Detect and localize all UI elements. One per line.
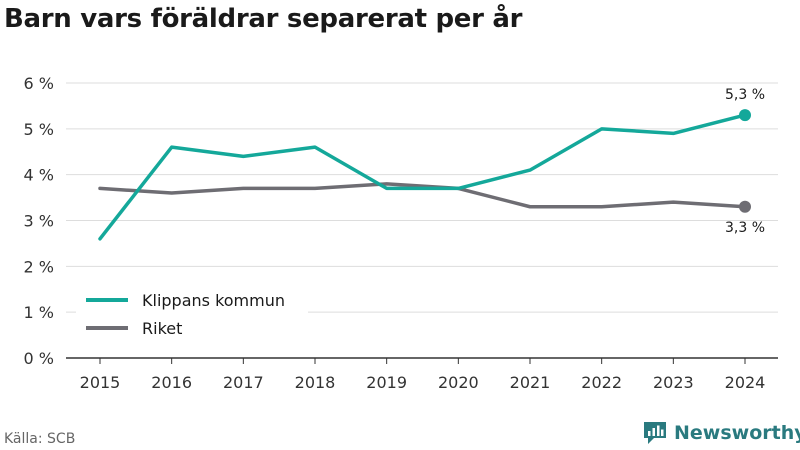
newsworthy-logo-icon <box>644 422 666 444</box>
x-tick-label: 2024 <box>725 373 766 392</box>
x-tick-label: 2019 <box>366 373 407 392</box>
x-tick-label: 2017 <box>223 373 264 392</box>
x-tick-label: 2015 <box>80 373 121 392</box>
end-value-label: 5,3 % <box>725 87 765 103</box>
x-tick-label: 2021 <box>510 373 551 392</box>
end-labels: 5,3 % 3,3 % <box>725 87 765 236</box>
source-note: Källa: SCB <box>4 431 76 447</box>
legend: Klippans kommun Riket <box>76 283 308 343</box>
series-end-point-0 <box>739 109 751 122</box>
legend-background <box>76 283 308 343</box>
y-tick-label: 2 % <box>24 257 54 276</box>
x-axis-ticks: 2015 2016 2017 2018 2019 2020 2021 2022 2023 2024 <box>80 358 766 392</box>
legend-label: Riket <box>142 319 182 338</box>
x-tick-label: 2016 <box>151 373 192 392</box>
y-tick-label: 3 % <box>24 212 54 231</box>
y-tick-label: 6 % <box>24 74 54 93</box>
x-tick-label: 2018 <box>295 373 336 392</box>
y-tick-label: 4 % <box>24 166 54 185</box>
series-line-0 <box>98 113 747 241</box>
chart-title: Barn vars föräldrar separerat per år <box>4 4 523 34</box>
x-tick-label: 2020 <box>438 373 479 392</box>
end-value-label: 3,3 % <box>725 220 765 236</box>
y-tick-label: 1 % <box>24 303 54 322</box>
series-line-1 <box>98 182 747 209</box>
brand-name: Newsworthy <box>674 422 800 444</box>
y-tick-label: 5 % <box>24 120 54 139</box>
series-end-point-1 <box>739 200 751 213</box>
series-lines <box>98 109 751 241</box>
y-tick-label: 0 % <box>24 349 54 368</box>
line-chart: 0 %1 %2 %3 %4 %5 %6 % 2015 2016 2017 2018 20… <box>24 74 778 392</box>
x-tick-label: 2023 <box>653 373 694 392</box>
y-axis-ticks: 0 % 1 % 2 % 3 % 4 % 5 % 6 % <box>24 74 54 368</box>
brand-logo[interactable]: Newsworthy <box>642 419 800 447</box>
legend-label: Klippans kommun <box>142 291 285 310</box>
x-tick-label: 2022 <box>581 373 622 392</box>
